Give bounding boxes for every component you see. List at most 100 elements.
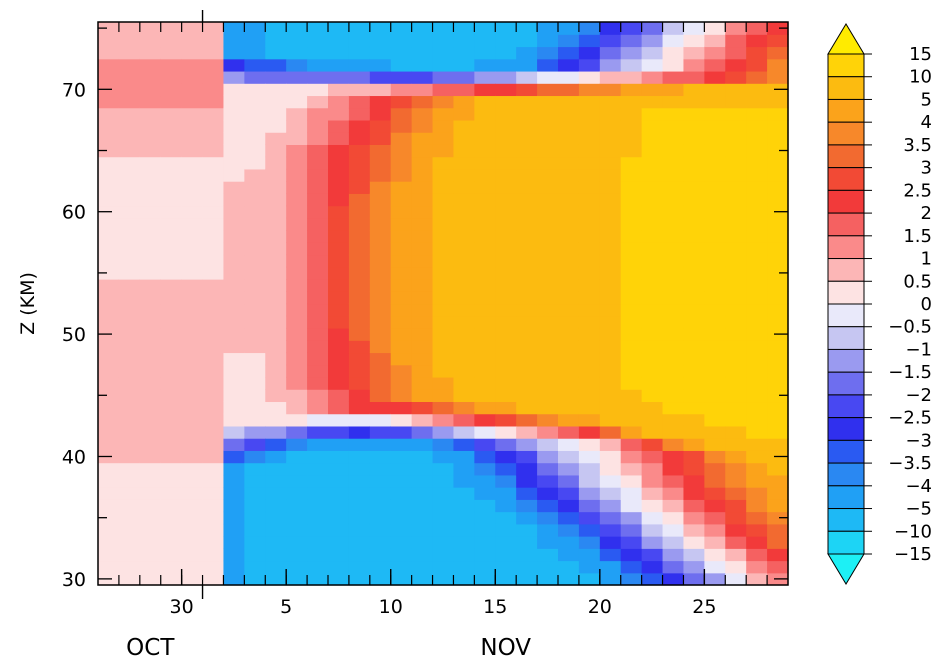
heatmap-cell bbox=[139, 119, 162, 133]
heatmap-cell bbox=[495, 230, 517, 243]
heatmap-cell bbox=[474, 487, 496, 500]
heatmap-cell bbox=[411, 34, 434, 48]
heatmap-cell bbox=[537, 95, 559, 109]
heatmap-cell bbox=[578, 548, 601, 562]
heatmap-cell bbox=[516, 327, 538, 341]
colorbar-label: −0.5 bbox=[888, 317, 932, 338]
heatmap-cell bbox=[516, 401, 538, 415]
heatmap-cell bbox=[98, 438, 120, 451]
heatmap-cell bbox=[578, 438, 601, 451]
heatmap-cell bbox=[620, 205, 643, 219]
heatmap-cell bbox=[348, 450, 371, 464]
heatmap-cell bbox=[578, 340, 601, 354]
heatmap-cell bbox=[369, 401, 392, 415]
heatmap-cell bbox=[767, 340, 789, 354]
heatmap-cell bbox=[160, 413, 183, 427]
heatmap-cell bbox=[683, 487, 705, 500]
heatmap-cell bbox=[558, 560, 580, 574]
heatmap-cell bbox=[411, 266, 434, 280]
colorbar-swatch bbox=[827, 98, 865, 123]
heatmap-cell bbox=[390, 572, 413, 586]
heatmap-cell bbox=[578, 119, 601, 133]
heatmap-cell bbox=[516, 462, 538, 476]
heatmap-cell bbox=[599, 107, 622, 121]
heatmap-cell bbox=[244, 340, 266, 354]
heatmap-cell bbox=[516, 523, 538, 537]
heatmap-cell bbox=[328, 46, 350, 60]
heatmap-cell bbox=[641, 364, 664, 378]
heatmap-cell bbox=[578, 474, 601, 488]
heatmap-cell bbox=[328, 205, 350, 219]
heatmap-cell bbox=[139, 352, 162, 366]
heatmap-cell bbox=[662, 425, 685, 439]
heatmap-cell bbox=[98, 376, 120, 390]
heatmap-cell bbox=[181, 156, 204, 170]
heatmap-cell bbox=[578, 413, 601, 427]
heatmap-cell bbox=[98, 70, 120, 84]
heatmap-cell bbox=[139, 291, 162, 305]
heatmap-cell bbox=[202, 230, 225, 243]
colorbar-label: −1.5 bbox=[888, 362, 932, 383]
heatmap-cell bbox=[181, 511, 204, 525]
heatmap-cell bbox=[369, 364, 392, 378]
heatmap-cell bbox=[139, 340, 162, 354]
heatmap-cell bbox=[160, 58, 183, 72]
heatmap-cell bbox=[495, 217, 517, 231]
heatmap-cell bbox=[516, 205, 538, 219]
heatmap-cell bbox=[307, 352, 329, 366]
heatmap-cell bbox=[641, 156, 664, 170]
heatmap-cell bbox=[578, 425, 601, 439]
heatmap-cell bbox=[767, 95, 789, 109]
heatmap-cell bbox=[578, 450, 601, 464]
heatmap-cell bbox=[516, 413, 538, 427]
heatmap-cell bbox=[704, 487, 726, 500]
heatmap-cell bbox=[558, 70, 580, 84]
heatmap-cell bbox=[516, 438, 538, 451]
heatmap-cell bbox=[704, 450, 726, 464]
heatmap-cell bbox=[181, 560, 204, 574]
heatmap-cell bbox=[432, 548, 455, 562]
heatmap-cell bbox=[704, 132, 726, 145]
heatmap-cell bbox=[620, 168, 643, 182]
heatmap-cell bbox=[453, 523, 475, 537]
heatmap-cell bbox=[725, 217, 747, 231]
heatmap-cell bbox=[432, 523, 455, 537]
heatmap-cell bbox=[139, 401, 162, 415]
heatmap-cell bbox=[599, 83, 622, 97]
heatmap-cell bbox=[307, 487, 329, 500]
heatmap-cell bbox=[244, 181, 266, 194]
heatmap-cell bbox=[474, 548, 496, 562]
heatmap-cell bbox=[599, 425, 622, 439]
heatmap-cell bbox=[369, 107, 392, 121]
heatmap-cell bbox=[223, 438, 245, 451]
heatmap-cell bbox=[537, 340, 559, 354]
heatmap-cell bbox=[453, 144, 475, 158]
heatmap-cell bbox=[453, 474, 475, 488]
heatmap-cell bbox=[265, 156, 287, 170]
heatmap-cell bbox=[369, 119, 392, 133]
heatmap-cell bbox=[558, 352, 580, 366]
colorbar: 1510543.532.521.510.50−0.5−1−1.5−2−2.5−3… bbox=[827, 23, 932, 585]
heatmap-cell bbox=[704, 217, 726, 231]
heatmap-cell bbox=[683, 46, 705, 60]
heatmap-cell bbox=[286, 279, 308, 292]
heatmap-cell bbox=[307, 217, 329, 231]
plot-frame bbox=[97, 21, 789, 586]
heatmap-cell bbox=[432, 315, 455, 329]
colorbar-top-arrow bbox=[827, 23, 865, 55]
heatmap-cell bbox=[328, 572, 350, 586]
heatmap-cell bbox=[286, 389, 308, 403]
heatmap-cell bbox=[453, 22, 475, 35]
x-month-label: NOV bbox=[480, 635, 531, 661]
heatmap-cell bbox=[725, 487, 747, 500]
heatmap-cell bbox=[746, 205, 768, 219]
heatmap-cell bbox=[181, 376, 204, 390]
heatmap-cell bbox=[286, 34, 308, 48]
heatmap-cell bbox=[202, 70, 225, 84]
heatmap-cell bbox=[328, 352, 350, 366]
heatmap-cell bbox=[244, 119, 266, 133]
heatmap-cell bbox=[746, 548, 768, 562]
heatmap-cell bbox=[223, 340, 245, 354]
heatmap-cell bbox=[286, 474, 308, 488]
heatmap-cell bbox=[516, 303, 538, 317]
